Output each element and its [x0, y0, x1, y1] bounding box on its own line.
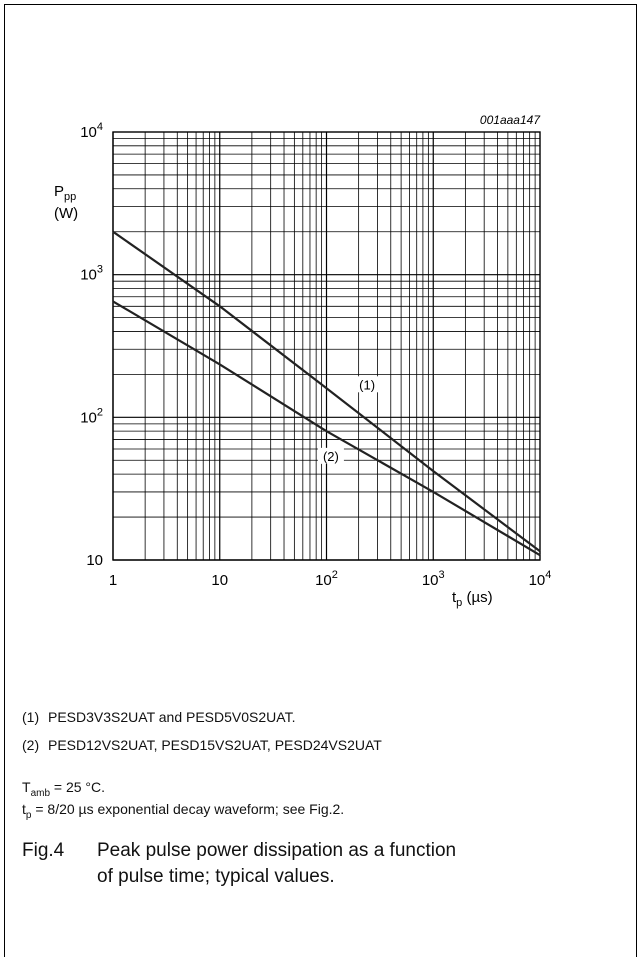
chart: (1) (2) 1 10 102 103 104 10 102 103 104 Ppp (W) tp (µ…	[54, 113, 551, 609]
series-line-2	[112, 300, 541, 557]
series-label-2: (2)	[323, 449, 339, 464]
y-axis-unit: (W)	[54, 205, 78, 222]
y-tick-label: 102	[80, 406, 103, 426]
chart-labels: (1) (2) 1 10 102 103 104 10 102 103 104 Ppp (W) tp (µ…	[54, 113, 551, 609]
note-2-number: (2)	[22, 737, 40, 753]
y-tick-label: 104	[80, 121, 103, 141]
condition-tamb: Tamb = 25 °C.	[22, 779, 106, 799]
x-tick-label: 104	[529, 569, 552, 589]
series-label-1: (1)	[359, 377, 375, 392]
series-label-bg-1	[354, 376, 381, 393]
x-tick-label: 102	[315, 569, 338, 589]
figure-caption: Fig.4 Peak pulse power dissipation as a f…	[22, 838, 456, 890]
figure-reference-code: 001aaa147	[480, 113, 541, 127]
caption-line-1: Peak pulse power dissipation as a functi…	[97, 840, 457, 861]
y-axis-label: Ppp	[54, 183, 76, 203]
note-1: (1) PESD3V3S2UAT and PESD5V0S2UAT.	[22, 709, 295, 725]
plot-frame	[112, 131, 541, 561]
note-2-text: PESD12VS2UAT, PESD15VS2UAT, PESD24VS2UAT	[48, 737, 382, 753]
note-2: (2) PESD12VS2UAT, PESD15VS2UAT, PESD24VS2…	[22, 737, 382, 753]
note-1-number: (1)	[22, 709, 40, 725]
caption-line-2: of pulse time; typical values.	[97, 866, 335, 887]
figure-number: Fig.4	[22, 840, 65, 861]
x-axis-label: tp (µs)	[452, 589, 493, 609]
series-line-1	[112, 230, 541, 553]
series-label-bg-2	[317, 447, 344, 464]
condition-tp: tp = 8/20 µs exponential decay waveform;…	[22, 801, 345, 821]
note-1-text: PESD3V3S2UAT and PESD5V0S2UAT.	[48, 709, 296, 725]
y-tick-label: 103	[80, 264, 103, 284]
chart-grid	[112, 131, 541, 561]
x-tick-label: 10	[211, 572, 228, 589]
y-tick-label: 10	[86, 552, 103, 569]
x-tick-label: 1	[109, 572, 117, 589]
x-tick-label: 103	[422, 569, 445, 589]
page-frame	[4, 4, 637, 957]
chart-series	[112, 230, 541, 557]
